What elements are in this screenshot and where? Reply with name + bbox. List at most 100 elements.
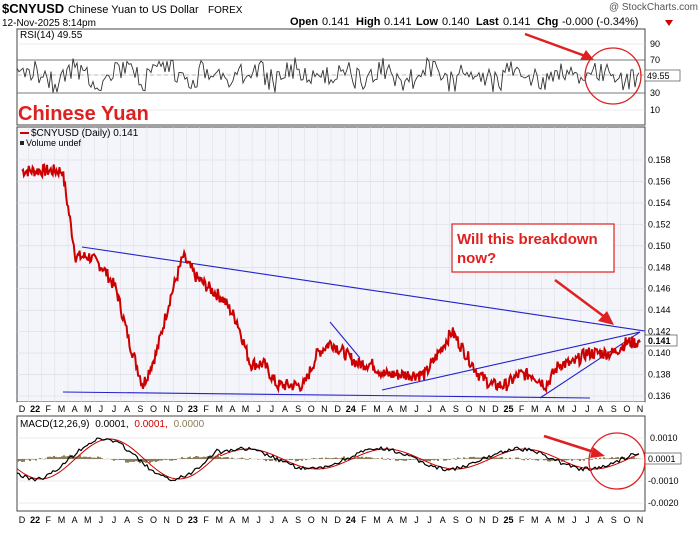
x-label-bottom: M — [215, 515, 223, 525]
macd-hist-bar — [335, 457, 337, 459]
x-label: N — [637, 404, 644, 414]
brand: @ StockCharts.com — [609, 2, 698, 13]
macd-hist-bar — [613, 458, 615, 459]
macd-hist-bar — [611, 457, 613, 459]
macd-hist-bar — [535, 459, 537, 460]
macd-hist-bar — [117, 459, 119, 460]
macd-panel — [17, 416, 645, 511]
x-label: A — [387, 404, 393, 414]
macd-hist-bar — [533, 459, 535, 460]
macd-hist-bar — [359, 457, 361, 459]
x-label-bottom: D — [177, 515, 184, 525]
x-label-bottom: D — [334, 515, 341, 525]
rsi-badge-value: 49.55 — [647, 71, 670, 81]
macd-hist-bar — [571, 459, 573, 461]
x-label: M — [557, 404, 565, 414]
macd-hist-bar — [321, 458, 323, 459]
macd-hist-bar — [523, 459, 525, 460]
x-label: M — [373, 404, 381, 414]
macd-hist-bar — [257, 459, 259, 460]
macd-hist-bar — [123, 459, 125, 460]
macd-hist-bar — [331, 458, 333, 459]
macd-hist-bar — [289, 459, 291, 460]
macd-hist-bar — [53, 456, 55, 459]
macd-hist-bar — [355, 458, 357, 459]
x-label: A — [598, 404, 604, 414]
macd-hist-bar — [479, 458, 481, 459]
macd-hist-bar — [375, 458, 377, 459]
chart-date: 12-Nov-2025 8:14pm — [2, 18, 96, 29]
macd-hist-bar — [457, 458, 459, 459]
x-label-bottom: A — [229, 515, 235, 525]
x-label-bottom: M — [400, 515, 408, 525]
macd-hist-bar — [435, 459, 437, 460]
macd-hist-bar — [227, 457, 229, 459]
x-label-bottom: S — [453, 515, 459, 525]
macd-hist-bar — [301, 459, 303, 461]
macd-hist-bar — [221, 458, 223, 459]
macd-hist-bar — [89, 457, 91, 459]
macd-hist-bar — [313, 458, 315, 459]
macd-hist-bar — [223, 457, 225, 459]
macd-hist-bar — [377, 458, 379, 459]
x-label: S — [453, 404, 459, 414]
macd-hist-bar — [433, 459, 435, 460]
macd-hist-bar — [477, 457, 479, 459]
macd-hist-bar — [431, 459, 433, 460]
macd-hist-bar — [525, 458, 527, 459]
symbol-name: Chinese Yuan to US Dollar — [68, 4, 199, 16]
macd-hist-bar — [241, 458, 243, 459]
macd-hist-bar — [505, 458, 507, 459]
macd-hist-bar — [455, 459, 457, 460]
open-label: Open — [290, 16, 318, 28]
macd-hist-bar — [463, 457, 465, 459]
macd-hist-bar — [369, 457, 371, 459]
x-label: J — [99, 404, 104, 414]
rsi-label: RSI(14) 49.55 — [20, 30, 83, 41]
x-label-bottom: F — [361, 515, 367, 525]
macd-hist-bar — [595, 458, 597, 459]
macd-hist-bar — [603, 457, 605, 459]
x-label: A — [282, 404, 288, 414]
macd-hist-bar — [445, 459, 447, 461]
price-tick: 0.150 — [648, 241, 671, 251]
macd-badge-value: 0.0001 — [648, 454, 676, 464]
macd-hist-bar — [361, 457, 363, 459]
x-label-bottom: D — [19, 515, 26, 525]
x-label: 23 — [188, 404, 198, 414]
macd-hist-bar — [329, 458, 331, 459]
x-label-bottom: M — [84, 515, 92, 525]
x-label: J — [427, 404, 432, 414]
chg-value: -0.000 (-0.34%) — [562, 16, 638, 28]
x-label-bottom: S — [137, 515, 143, 525]
price-tick: 0.152 — [648, 219, 671, 229]
macd-hist-bar — [183, 458, 185, 459]
macd-hist-bar — [413, 459, 415, 460]
x-label: J — [256, 404, 261, 414]
macd-hist-bar — [459, 458, 461, 459]
macd-hist-bar — [449, 459, 451, 460]
macd-tick-2: -0.0010 — [648, 476, 679, 486]
x-label: N — [163, 404, 170, 414]
macd-hist-bar — [501, 457, 503, 459]
macd-hist-bar — [319, 458, 321, 459]
macd-hist-bar — [115, 459, 117, 460]
macd-hist-bar — [467, 458, 469, 459]
macd-hist-bar — [155, 459, 157, 462]
price-tick: 0.144 — [648, 305, 671, 315]
x-label-bottom: A — [282, 515, 288, 525]
x-label-bottom: S — [611, 515, 617, 525]
x-label: F — [519, 404, 525, 414]
macd-hist-bar — [113, 459, 115, 461]
macd-hist-bar — [443, 459, 445, 461]
macd-hist-bar — [531, 459, 533, 460]
x-label-bottom: A — [598, 515, 604, 525]
macd-hist-bar — [239, 458, 241, 459]
macd-hist-bar — [57, 457, 59, 459]
macd-hist-bar — [509, 458, 511, 459]
chart-overlay-title: Chinese Yuan — [18, 103, 149, 125]
x-label: O — [150, 404, 157, 414]
macd-hist-bar — [267, 459, 269, 460]
x-label-bottom: J — [572, 515, 577, 525]
macd-hist-bar — [615, 457, 617, 459]
